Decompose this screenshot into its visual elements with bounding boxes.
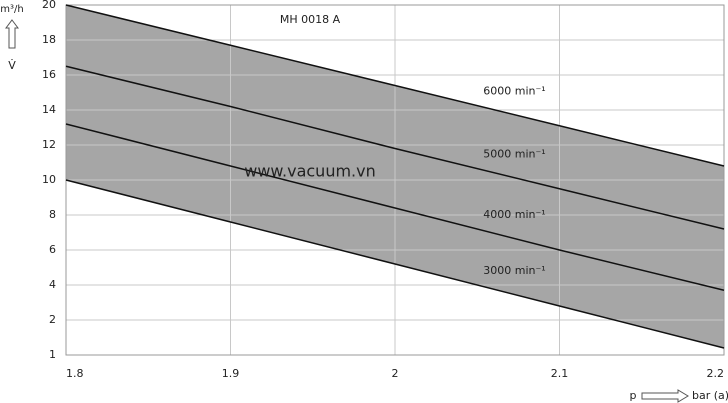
y-tick-label: 14 <box>42 103 56 116</box>
y-tick-label: 16 <box>42 68 56 81</box>
series-line <box>65 123 725 291</box>
y-tick-label: 12 <box>42 138 56 151</box>
x-tick-label: 1.9 <box>222 367 240 380</box>
y-tick-label: 20 <box>42 0 56 11</box>
y-arrow <box>5 19 19 49</box>
x-tick-label: 2.1 <box>551 367 569 380</box>
x-tick-label: 1.8 <box>66 367 84 380</box>
watermark: www.vacuum.vn <box>244 162 376 181</box>
series-line <box>65 4 725 167</box>
series-label: 4000 min⁻¹ <box>483 208 545 221</box>
series-line <box>65 65 725 230</box>
y-tick-label: 10 <box>42 173 56 186</box>
y-tick-label: 8 <box>49 208 56 221</box>
series-label: 3000 min⁻¹ <box>483 264 545 277</box>
chart-title: MH 0018 A <box>280 13 341 26</box>
y-tick-label: 1 <box>49 348 56 361</box>
y-axis-symbol: V̇ <box>8 59 16 72</box>
y-tick-label: 4 <box>49 278 56 291</box>
y-tick-label: 2 <box>49 313 56 326</box>
y-axis-label: m³/h <box>0 4 23 15</box>
x-axis-label: bar (a) <box>692 389 728 402</box>
x-arrow <box>641 389 689 403</box>
x-axis-symbol: p <box>630 389 637 402</box>
series-label: 5000 min⁻¹ <box>483 148 545 161</box>
y-tick-label: 6 <box>49 243 56 256</box>
y-tick-label: 18 <box>42 33 56 46</box>
series-line <box>65 179 725 349</box>
series-label: 6000 min⁻¹ <box>483 85 545 98</box>
x-tick-label: 2.2 <box>707 367 725 380</box>
x-tick-label: 2 <box>392 367 399 380</box>
